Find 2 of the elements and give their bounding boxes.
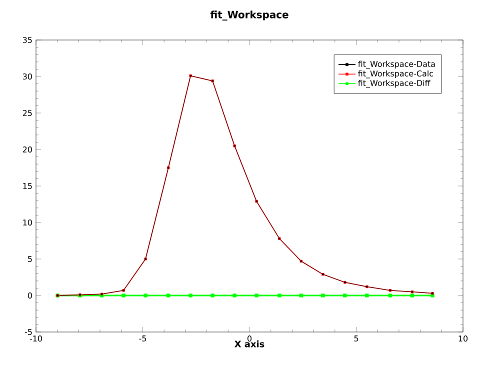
chart-title: fit_Workspace: [210, 10, 288, 21]
x-axis-title: X axis: [234, 340, 264, 348]
